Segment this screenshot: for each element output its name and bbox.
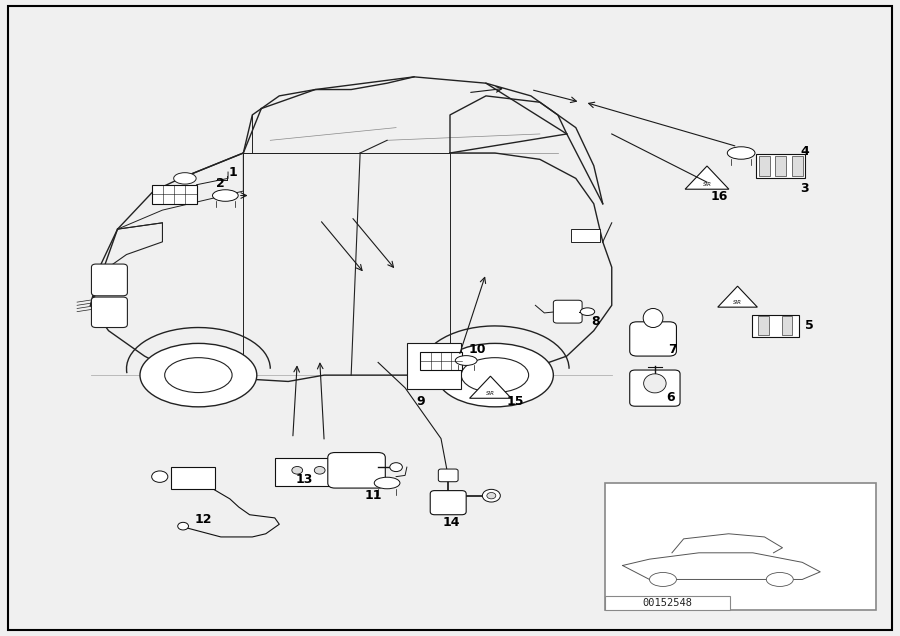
Ellipse shape — [650, 572, 677, 586]
Ellipse shape — [461, 357, 528, 392]
Bar — [758, 317, 769, 335]
Text: 14: 14 — [443, 516, 461, 529]
Ellipse shape — [165, 357, 232, 392]
Bar — [781, 317, 792, 335]
FancyBboxPatch shape — [430, 490, 466, 515]
Bar — [572, 229, 600, 242]
Bar — [605, 596, 731, 610]
Ellipse shape — [212, 190, 238, 202]
Text: 4: 4 — [801, 145, 809, 158]
Text: 16: 16 — [711, 190, 728, 203]
Ellipse shape — [390, 463, 402, 471]
Text: 1: 1 — [229, 165, 237, 179]
Ellipse shape — [644, 308, 663, 328]
Ellipse shape — [436, 343, 554, 407]
Text: 9: 9 — [416, 395, 425, 408]
Text: 12: 12 — [194, 513, 212, 527]
Polygon shape — [470, 376, 511, 398]
Bar — [775, 156, 786, 176]
FancyBboxPatch shape — [92, 264, 128, 296]
Text: 3: 3 — [801, 182, 809, 195]
Ellipse shape — [644, 374, 666, 393]
Bar — [605, 483, 876, 610]
FancyBboxPatch shape — [630, 322, 677, 356]
Bar — [752, 315, 798, 336]
Text: 13: 13 — [296, 473, 313, 487]
Ellipse shape — [177, 522, 188, 530]
Text: 8: 8 — [591, 315, 600, 328]
Polygon shape — [685, 166, 729, 190]
FancyBboxPatch shape — [92, 297, 128, 328]
FancyBboxPatch shape — [630, 370, 680, 406]
Ellipse shape — [727, 147, 755, 159]
FancyBboxPatch shape — [328, 453, 385, 488]
Text: 7: 7 — [669, 343, 677, 356]
Ellipse shape — [174, 173, 196, 184]
Ellipse shape — [292, 466, 302, 474]
Bar — [792, 156, 803, 176]
Bar — [407, 343, 461, 389]
Text: 11: 11 — [364, 489, 382, 502]
Bar — [152, 184, 196, 204]
Bar — [420, 352, 462, 370]
Ellipse shape — [152, 471, 167, 482]
Bar — [171, 467, 214, 489]
Text: 6: 6 — [666, 391, 674, 404]
Text: 2: 2 — [217, 177, 225, 190]
Ellipse shape — [374, 477, 400, 489]
Bar — [756, 154, 806, 177]
Ellipse shape — [482, 489, 500, 502]
Ellipse shape — [766, 572, 793, 586]
Text: 10: 10 — [468, 343, 486, 356]
Text: SIR: SIR — [703, 182, 712, 186]
Text: 00152548: 00152548 — [643, 598, 692, 608]
Polygon shape — [718, 286, 758, 307]
Bar — [759, 156, 769, 176]
Bar — [274, 458, 333, 486]
FancyBboxPatch shape — [554, 300, 582, 323]
Text: 15: 15 — [507, 395, 525, 408]
Ellipse shape — [314, 466, 325, 474]
Text: SIR: SIR — [734, 300, 742, 305]
Ellipse shape — [580, 308, 595, 315]
Ellipse shape — [140, 343, 256, 407]
Ellipse shape — [455, 356, 477, 366]
Ellipse shape — [487, 492, 496, 499]
FancyBboxPatch shape — [438, 469, 458, 481]
Text: 5: 5 — [806, 319, 814, 332]
Text: SIR: SIR — [486, 391, 495, 396]
